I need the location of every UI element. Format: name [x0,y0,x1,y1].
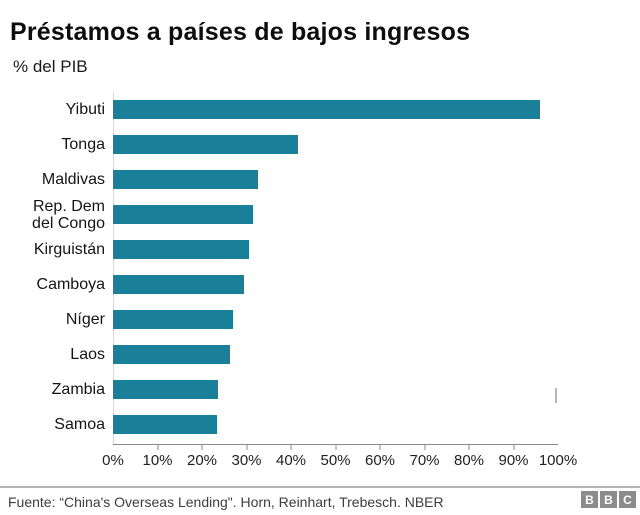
chart-row: Samoa [0,407,558,442]
bar-track [113,380,558,399]
bar [113,415,217,434]
bar-track [113,170,558,189]
x-axis-tick-mark [290,445,292,450]
x-axis-tick-label: 70% [409,452,440,469]
chart-row: Níger [0,302,558,337]
x-axis-tick-mark [201,445,203,450]
category-label: Laos [70,346,105,363]
bbc-logo-letter: B [581,491,598,508]
x-axis-tick-mark [246,445,247,450]
x-axis-tick-label: 20% [186,452,218,469]
x-axis-tick-label: 0% [102,452,124,469]
x-axis-tick-mark [335,445,336,450]
chart-row: Yibuti [0,92,558,127]
x-axis-tick-label: 30% [231,452,262,469]
x-axis-tick-label: 90% [498,452,529,469]
x-axis-tick-mark [468,445,470,450]
category-label: Rep. Dem del Congo [32,197,105,232]
category-label: Tonga [61,136,105,153]
bar [113,100,541,119]
category-label: Samoa [54,416,105,433]
chart-row: Camboya [0,267,558,302]
x-axis-tick-label: 60% [364,452,396,469]
chart-title: Préstamos a países de bajos ingresos [10,18,471,46]
bar [113,170,258,189]
category-label: Camboya [36,276,105,293]
bar [113,275,245,294]
category-label: Kirguistán [33,241,105,258]
chart-row: Zambia [0,372,558,407]
bar [113,240,249,259]
chart-row: Maldivas [0,162,558,197]
x-axis-tick-label: 50% [320,452,351,469]
bar [113,380,219,399]
x-axis-tick-mark [379,445,381,450]
bbc-logo-letter: C [619,491,636,508]
bar [113,345,231,364]
bar-track [113,415,558,434]
category-label: Yibuti [65,101,105,118]
bar [113,135,298,154]
chart-row: Laos [0,337,558,372]
x-axis-tick-label: 40% [275,452,307,469]
bar-track [113,345,558,364]
bbc-logo-letter: B [600,491,617,508]
chart-subtitle: % del PIB [13,57,88,76]
chart-row: Tonga [0,127,558,162]
chart-row: Rep. Dem del Congo [0,197,558,232]
category-label: Zambia [51,381,105,398]
chart-row: Kirguistán [0,232,558,267]
bar-track [113,275,558,294]
bar [113,205,254,224]
bar [113,310,234,329]
x-axis-tick-label: 80% [453,452,485,469]
x-axis-tick-mark [157,445,158,450]
bar-track [113,205,558,224]
bar-track [113,100,558,119]
x-axis: 0% 10% 20% 30% 40% 50% 60% 70% 80% 90% 100% [102,444,577,474]
source-attribution: Fuente: “China's Overseas Lending". Horn… [8,494,444,510]
x-axis-tick-label: 100% [538,452,578,469]
bar-chart-plot: Yibuti Tonga Maldivas Rep. Dem del Congo Kir… [0,92,558,445]
bar-track [113,135,558,154]
bar-track [113,310,558,329]
x-axis-tick-mark [424,445,425,450]
category-label: Níger [65,311,105,328]
footer-divider [0,486,640,488]
bar-track [113,240,558,259]
x-axis-tick-mark [513,445,514,450]
x-axis-tick-label: 10% [142,452,173,469]
stray-artifact-mark [555,388,557,403]
category-label: Maldivas [41,171,105,188]
